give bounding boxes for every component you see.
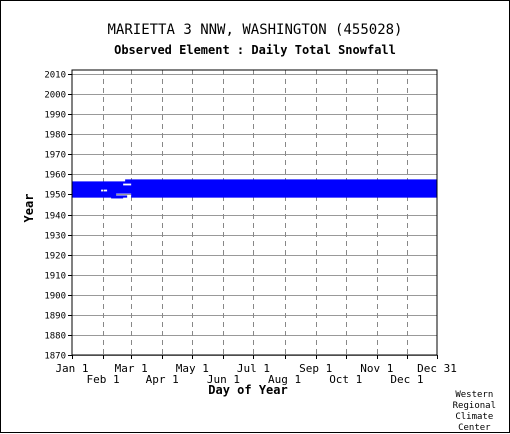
chart-title: MARIETTA 3 NNW, WASHINGTON (455028) <box>107 22 403 38</box>
coverage-bar <box>72 187 437 190</box>
x-axis-label: Day of Year <box>208 383 287 397</box>
x-axis-ticks: Jan 1 Mar 1 May 1 Jul 1 Sep 1 Nov 1 Dec 31 Feb … <box>55 355 457 386</box>
coverage-bar <box>131 183 437 186</box>
y-tick-label: 1940 <box>44 212 66 222</box>
y-tick-label: 1980 <box>44 131 66 141</box>
y-tick-label: 1920 <box>44 252 66 262</box>
x-tick-label: Dec 31 <box>417 362 457 375</box>
y-tick-label: 1960 <box>44 171 66 181</box>
grid-lines <box>72 70 437 356</box>
chart-subtitle: Observed Element : Daily Total Snowfall <box>114 43 396 57</box>
y-tick-label: 1890 <box>44 312 66 322</box>
wrcc-credit: Western Regional Climate Center <box>452 390 496 433</box>
x-tick-label: Oct 1 <box>329 373 362 386</box>
coverage-bar <box>125 179 438 182</box>
y-tick-label: 1930 <box>44 232 66 242</box>
coverage-bar <box>72 185 437 188</box>
x-tick-label: Jun 1 <box>207 373 240 386</box>
y-axis-ticks: 1870 1880 1890 1900 1910 1920 1930 1940 1950 1960… <box>44 71 72 362</box>
x-tick-label: Dec 1 <box>390 373 423 386</box>
x-tick-label: Mar 1 <box>115 362 148 375</box>
y-axis-label: Year <box>22 194 36 223</box>
data-coverage <box>72 179 438 199</box>
coverage-bar <box>72 189 102 192</box>
coverage-bar <box>72 183 124 186</box>
y-tick-label: 1990 <box>44 111 66 121</box>
x-tick-label: Sep 1 <box>299 362 332 375</box>
y-tick-label: 1870 <box>44 352 66 362</box>
y-tick-label: 1970 <box>44 151 66 161</box>
x-tick-label: Jan 1 <box>55 362 88 375</box>
coverage-bar <box>107 189 437 192</box>
coverage-bar <box>131 195 437 198</box>
y-tick-label: 1950 <box>44 191 66 201</box>
y-tick-label: 1880 <box>44 332 66 342</box>
coverage-bar <box>131 193 437 196</box>
x-tick-label: Feb 1 <box>87 373 120 386</box>
x-tick-label: Nov 1 <box>360 362 393 375</box>
y-tick-label: 2010 <box>44 71 66 81</box>
x-tick-label: Jul 1 <box>237 362 270 375</box>
x-tick-label: Aug 1 <box>268 373 301 386</box>
x-tick-label: May 1 <box>176 362 209 375</box>
y-tick-label: 1900 <box>44 292 66 302</box>
coverage-bar <box>72 181 437 184</box>
y-tick-label: 2000 <box>44 91 66 101</box>
coverage-bar <box>72 191 437 194</box>
x-tick-label: Apr 1 <box>146 373 179 386</box>
coverage-bar <box>72 193 117 196</box>
plot-area-border <box>71 69 438 356</box>
y-tick-label: 1910 <box>44 272 66 282</box>
coverage-bar <box>72 195 128 198</box>
